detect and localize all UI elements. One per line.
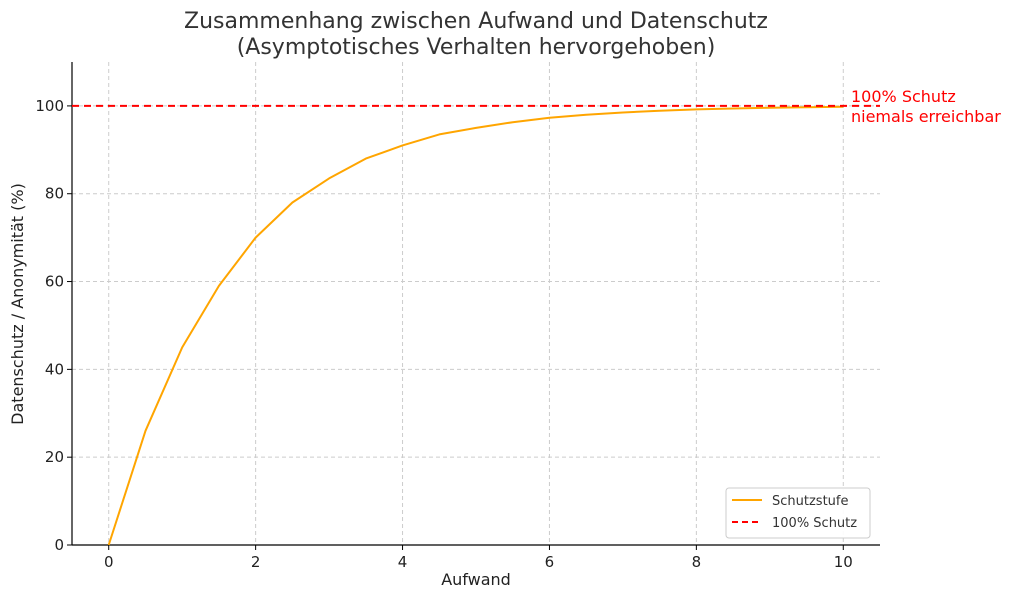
x-tick-label: 0 — [104, 553, 114, 571]
y-tick-label: 20 — [45, 448, 64, 466]
y-ticks: 0 20 40 60 80 100 — [35, 97, 72, 554]
chart-title-line-1: Zusammenhang zwischen Aufwand und Datens… — [184, 9, 768, 34]
chart-title: Zusammenhang zwischen Aufwand und Datens… — [184, 9, 768, 60]
x-tick-label: 6 — [545, 553, 555, 571]
y-tick-label: 40 — [45, 360, 64, 378]
asymptote-annotation: 100% Schutz niemals erreichbar — [851, 87, 1001, 126]
y-tick-label: 60 — [45, 273, 64, 291]
x-tick-label: 4 — [398, 553, 408, 571]
chart-title-line-2: (Asymptotisches Verhalten hervorgehoben) — [237, 35, 716, 60]
series-layer — [72, 104, 880, 546]
axes — [71, 62, 880, 546]
annotation-line-1: 100% Schutz — [851, 87, 956, 106]
x-tick-label: 2 — [251, 553, 261, 571]
annotation-line-2: niemals erreichbar — [851, 107, 1001, 126]
x-axis-label: Aufwand — [441, 570, 511, 589]
x-tick-label: 10 — [834, 553, 853, 571]
legend-label-100-schutz: 100% Schutz — [772, 516, 857, 531]
legend: Schutzstufe 100% Schutz — [725, 487, 871, 539]
y-tick-label: 100 — [35, 97, 64, 115]
legend-label-schutzstufe: Schutzstufe — [772, 494, 848, 509]
x-ticks: 0 2 4 6 8 10 — [104, 545, 853, 571]
y-tick-label: 80 — [45, 185, 64, 203]
series-line-0 — [107, 105, 844, 546]
grid — [72, 62, 880, 546]
y-tick-label: 0 — [54, 536, 64, 554]
x-tick-label: 8 — [692, 553, 702, 571]
y-axis-label: Datenschutz / Anonymität (%) — [8, 183, 27, 425]
